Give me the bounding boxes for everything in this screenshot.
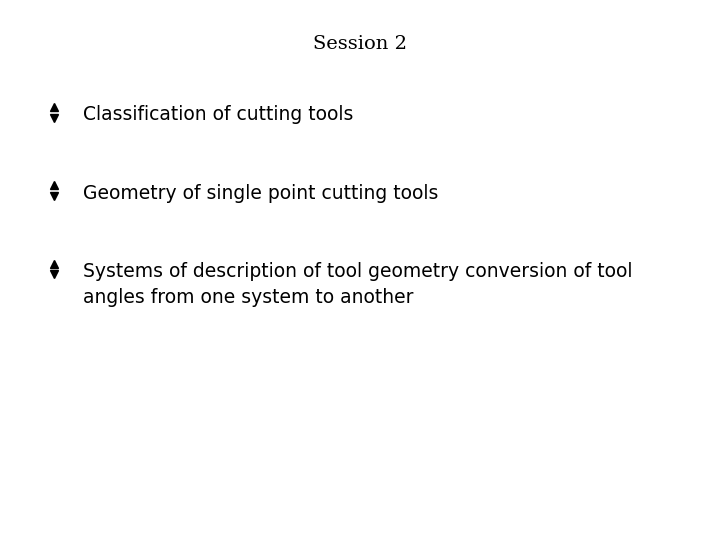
Text: Systems of description of tool geometry conversion of tool
angles from one syste: Systems of description of tool geometry … (83, 262, 632, 307)
Text: Session 2: Session 2 (313, 35, 407, 53)
Text: Classification of cutting tools: Classification of cutting tools (83, 105, 354, 124)
Text: Geometry of single point cutting tools: Geometry of single point cutting tools (83, 184, 438, 202)
